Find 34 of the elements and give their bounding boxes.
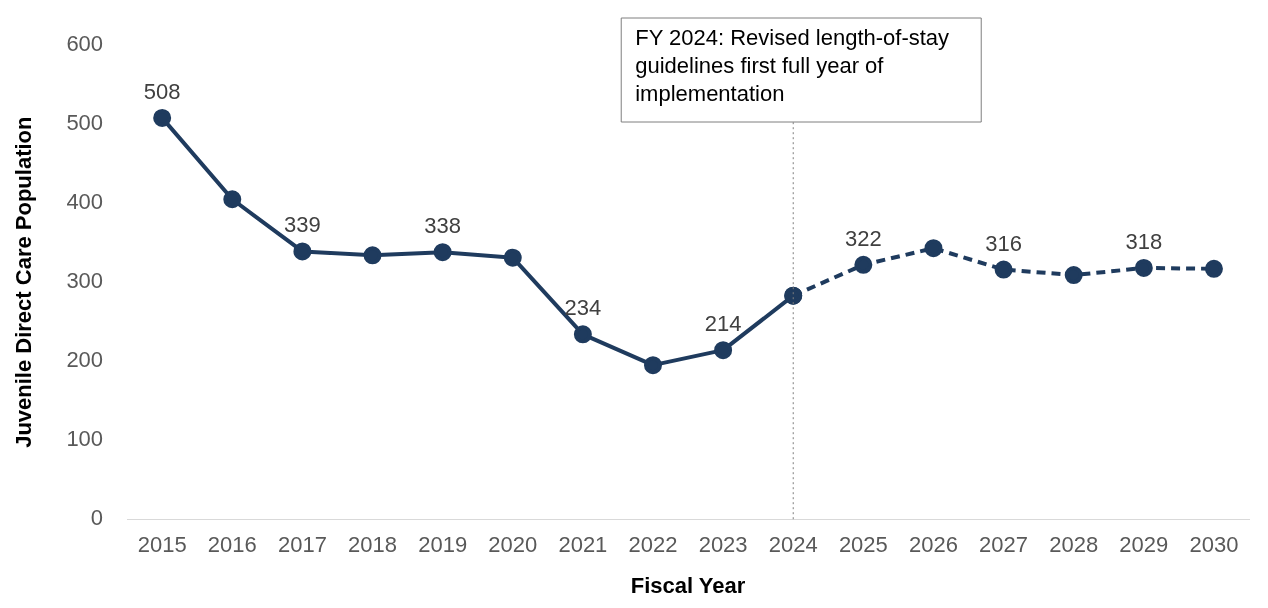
x-tick-label: 2016 — [207, 532, 257, 558]
x-tick-label: 2018 — [348, 532, 397, 558]
x-tick-label: 2022 — [628, 532, 678, 558]
x-tick-label: 2020 — [488, 532, 538, 558]
data-label: 234 — [564, 295, 602, 321]
x-tick-label: 2028 — [1049, 532, 1099, 558]
y-tick-label: 400 — [66, 189, 104, 215]
x-tick-label: 2015 — [137, 532, 187, 558]
y-tick-label: 200 — [66, 347, 104, 373]
data-label: 316 — [985, 230, 1022, 256]
ref-line-label: FY 2024: Revised length-of-stay guidelines first full year of implementation — [635, 25, 950, 107]
x-tick-label: 2021 — [558, 532, 608, 558]
data-label: 214 — [704, 311, 742, 337]
x-tick-label: 2023 — [698, 532, 748, 558]
x-tick-label: 2025 — [838, 532, 888, 558]
x-tick-label: 2026 — [908, 532, 958, 558]
y-tick-label: 100 — [66, 426, 104, 452]
data-label: 508 — [143, 78, 181, 104]
x-tick-label: 2017 — [277, 532, 327, 558]
y-axis-title: Juvenile Direct Care Population — [11, 116, 37, 448]
x-tick-label: 2030 — [1189, 532, 1239, 558]
y-tick-label: 0 — [90, 505, 104, 531]
data-label: 338 — [424, 213, 461, 239]
x-tick-label: 2029 — [1119, 532, 1169, 558]
y-tick-label: 600 — [66, 31, 104, 57]
data-label: 318 — [1125, 229, 1163, 255]
x-tick-label: 2024 — [768, 532, 818, 558]
x-axis-title: Fiscal Year — [630, 572, 746, 598]
x-tick-label: 2027 — [979, 532, 1029, 558]
data-label: 339 — [284, 212, 321, 238]
y-tick-label: 500 — [66, 110, 104, 136]
x-tick-label: 2019 — [418, 532, 468, 558]
data-label: 322 — [844, 225, 882, 251]
y-tick-label: 300 — [66, 268, 104, 294]
